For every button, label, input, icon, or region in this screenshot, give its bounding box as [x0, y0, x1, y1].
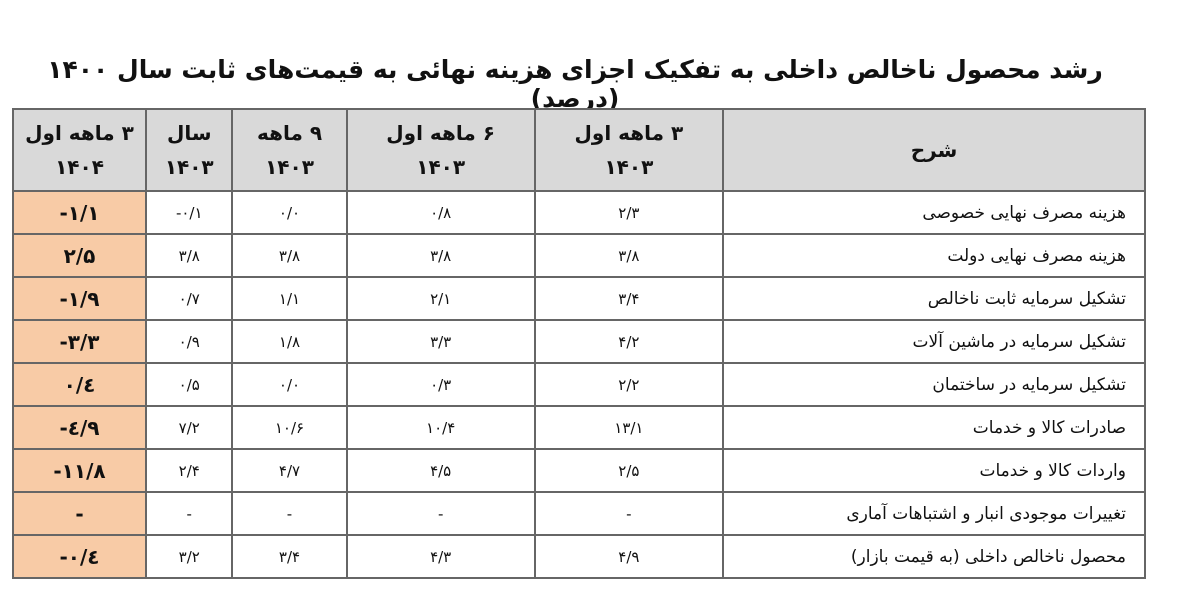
row-label: تشکیل سرمایه در ماشین آلات	[722, 319, 1146, 364]
highlighted-value-cell: -۳/۳	[12, 319, 147, 364]
column-header: ۹ ماهه ۱۴۰۳	[231, 108, 348, 192]
table-row: واردات کالا و خدمات ۲/۵ ۴/۵ ۴/۷ ۲/۴ -۱۱/۸	[12, 448, 1146, 493]
header-year: ۱۴۰۴	[55, 155, 104, 179]
row-label: تغییرات موجودی انبار و اشتباهات آماری	[722, 491, 1146, 536]
value-cell: ۳/۸	[144, 233, 234, 278]
table-row: هزینه مصرف نهایی خصوصی ۲/۳ ۰/۸ ۰/۰ -۰/۱ -۱/۱	[12, 190, 1146, 235]
header-period: ۶ ماهه اول	[386, 121, 495, 145]
value-cell: ۴/۳	[345, 534, 536, 579]
value-cell: ۰/۰	[231, 362, 348, 407]
value-cell: ۴/۵	[345, 448, 536, 493]
header-year: ۱۴۰۳	[604, 155, 654, 179]
value-cell: ۲/۲	[533, 362, 725, 407]
value-cell: -	[533, 491, 725, 536]
value-cell: ۱۰/۶	[231, 405, 348, 450]
value-cell: ۱۰/۴	[345, 405, 536, 450]
value-cell: -	[231, 491, 348, 536]
value-cell: ۴/۹	[533, 534, 725, 579]
value-cell: ۲/۴	[144, 448, 234, 493]
column-header: ۶ ماهه اول ۱۴۰۳	[345, 108, 536, 192]
highlighted-value-cell: -۱/۹	[12, 276, 147, 321]
value-cell: ۲/۱	[345, 276, 536, 321]
value-cell: ۰/۰	[231, 190, 348, 235]
row-label: هزینه مصرف نهایی خصوصی	[722, 190, 1146, 235]
value-cell: ۴/۷	[231, 448, 348, 493]
highlighted-value-cell: -	[12, 491, 147, 536]
highlighted-value-cell: ۲/۵	[12, 233, 147, 278]
value-cell: -	[345, 491, 536, 536]
value-cell: ۳/۴	[533, 276, 725, 321]
row-label: واردات کالا و خدمات	[722, 448, 1146, 493]
value-cell: ۳/۸	[231, 233, 348, 278]
column-header: سال ۱۴۰۳	[144, 108, 234, 192]
column-header-description: شرح	[722, 108, 1146, 192]
value-cell: ۰/۹	[144, 319, 234, 364]
value-cell: ۳/۳	[345, 319, 536, 364]
table-row: تشکیل سرمایه در ماشین آلات ۴/۲ ۳/۳ ۱/۸ ۰/۹ -۳…	[12, 319, 1146, 364]
value-cell: ۰/۳	[345, 362, 536, 407]
header-period: ۳ ماهه اول	[574, 121, 684, 145]
value-cell: ۳/۸	[345, 233, 536, 278]
header-period: شرح	[910, 138, 958, 162]
value-cell: ۳/۸	[533, 233, 725, 278]
header-year: ۱۴۰۳	[265, 155, 314, 179]
highlighted-value-cell: -۰/٤	[12, 534, 147, 579]
value-cell: ۳/۴	[231, 534, 348, 579]
value-cell: ۴/۲	[533, 319, 725, 364]
header-year: ۱۴۰۳	[164, 155, 214, 179]
row-label: تشکیل سرمایه در ساختمان	[722, 362, 1146, 407]
value-cell: ۱۳/۱	[533, 405, 725, 450]
value-cell: ۲/۵	[533, 448, 725, 493]
highlighted-value-cell: -۱/۱	[12, 190, 147, 235]
table-title: رشد محصول ناخالص داخلی به تفکیک اجزای هز…	[47, 55, 1103, 113]
row-label: تشکیل سرمایه ثابت ناخالص	[722, 276, 1146, 321]
value-cell: ۲/۳	[533, 190, 725, 235]
table-row: تشکیل سرمایه در ساختمان ۲/۲ ۰/۳ ۰/۰ ۰/۵ ۰/٤	[12, 362, 1146, 407]
row-label: هزینه مصرف نهایی دولت	[722, 233, 1146, 278]
highlighted-value-cell: -۱۱/۸	[12, 448, 147, 493]
highlighted-value-cell: -٤/۹	[12, 405, 147, 450]
table-row: هزینه مصرف نهایی دولت ۳/۸ ۳/۸ ۳/۸ ۳/۸ ۲/۵	[12, 233, 1146, 278]
value-cell: ۳/۲	[144, 534, 234, 579]
table-row: محصول ناخالص داخلی (به قیمت بازار) ۴/۹ ۴/۳…	[12, 534, 1146, 579]
table-row: صادرات کالا و خدمات ۱۳/۱ ۱۰/۴ ۱۰/۶ ۷/۲ -٤/۹	[12, 405, 1146, 450]
value-cell: ۰/۷	[144, 276, 234, 321]
highlighted-value-cell: ۰/٤	[12, 362, 147, 407]
header-period: ۹ ماهه	[256, 121, 323, 145]
value-cell: ۰/۵	[144, 362, 234, 407]
gdp-growth-table: شرح ۳ ماهه اول ۱۴۰۳ ۶ ماهه اول ۱۴۰۳ ۹ ماهه ۱۴۰…	[12, 108, 1146, 579]
row-label: محصول ناخالص داخلی (به قیمت بازار)	[722, 534, 1146, 579]
table-row: تغییرات موجودی انبار و اشتباهات آماری - - -…	[12, 491, 1146, 536]
header-row: شرح ۳ ماهه اول ۱۴۰۳ ۶ ماهه اول ۱۴۰۳ ۹ ماهه ۱۴۰…	[12, 108, 1146, 192]
value-cell: -	[144, 491, 234, 536]
row-label: صادرات کالا و خدمات	[722, 405, 1146, 450]
value-cell: ۰/۸	[345, 190, 536, 235]
column-header: ۳ ماهه اول ۱۴۰۴	[12, 108, 147, 192]
header-period: ۳ ماهه اول	[25, 121, 134, 145]
header-period: سال	[166, 121, 212, 145]
value-cell: ۱/۱	[231, 276, 348, 321]
value-cell: ۷/۲	[144, 405, 234, 450]
header-year: ۱۴۰۳	[416, 155, 466, 179]
value-cell: ۱/۸	[231, 319, 348, 364]
table-row: تشکیل سرمایه ثابت ناخالص ۳/۴ ۲/۱ ۱/۱ ۰/۷ -۱/۹	[12, 276, 1146, 321]
column-header: ۳ ماهه اول ۱۴۰۳	[533, 108, 725, 192]
value-cell: -۰/۱	[144, 190, 234, 235]
